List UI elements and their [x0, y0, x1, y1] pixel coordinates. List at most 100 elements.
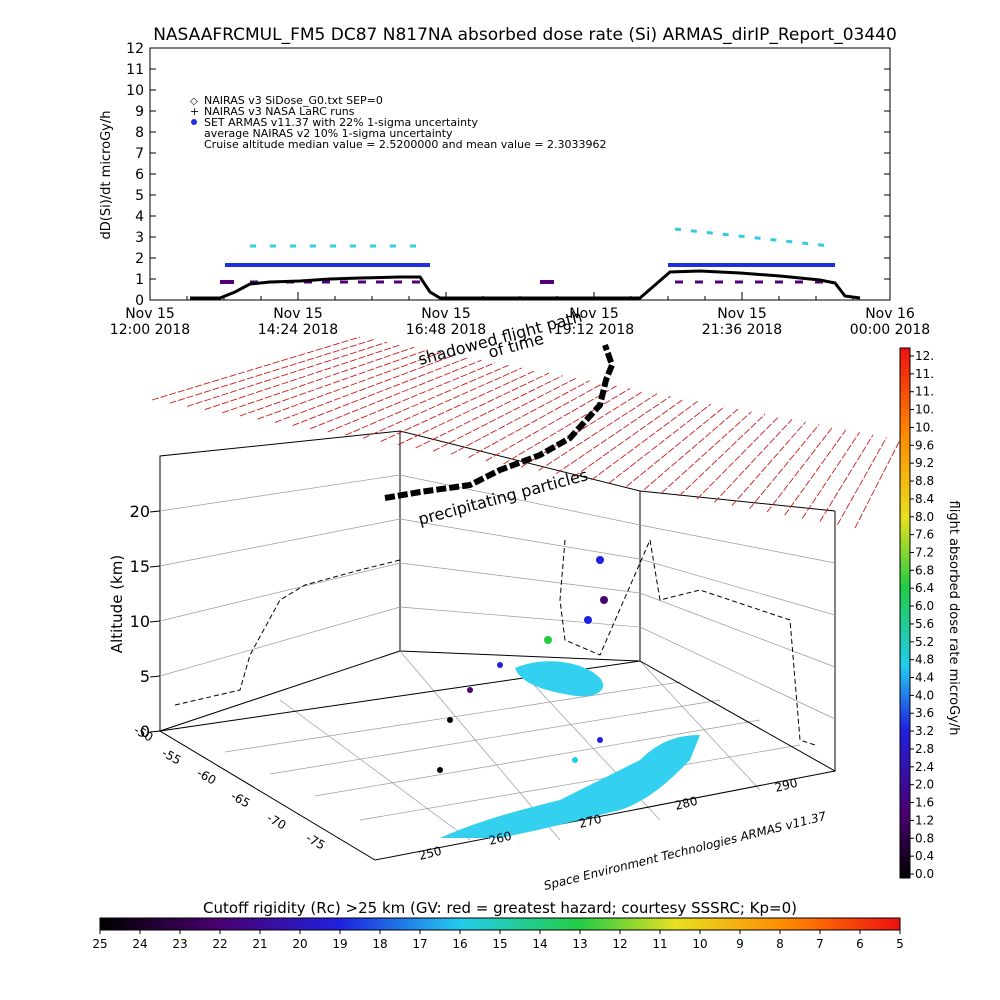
red-grid-line — [380, 370, 536, 443]
ground-track-footprint-2 — [515, 661, 604, 697]
cutoff-colorbar-tick-label: 9 — [736, 937, 744, 951]
latitude-tick-label: -65 — [229, 789, 253, 811]
dose-colorbar-tick-label: 6.8 — [915, 563, 934, 577]
ts-x-tick-label-1: Nov 15 — [421, 306, 471, 322]
dose-colorbar-tick-label: 1.6 — [915, 796, 934, 810]
red-grid-line — [222, 346, 415, 414]
altitude-tick — [149, 675, 161, 678]
dose-colorbar-tick-label: 0.4 — [915, 849, 934, 863]
cutoff-colorbar-tick-label: 12 — [612, 937, 627, 951]
cutoff-colorbar-tick-label: 14 — [532, 937, 547, 951]
ts-x-tick-label-1: Nov 15 — [569, 306, 619, 322]
dose-colorbar-ticks: 12. 11. 11. 10. 10. 9.6 9.2 8.8 8.4 8.0 7.6 7.2 6.8 6… — [910, 349, 934, 881]
altitude-tick — [149, 565, 161, 568]
ts-data-marks — [190, 227, 861, 300]
dose-colorbar-tick-label: 7.6 — [915, 528, 934, 542]
red-grid-line — [696, 416, 779, 500]
dose-colorbar-tick-label: 8.8 — [915, 474, 934, 488]
legend-symbol-dot — [191, 119, 197, 125]
chart-title: NASAAFRCMUL_FM5 DC87 N817NA absorbed dos… — [153, 25, 897, 45]
dose-colorbar-tick-label: 2.8 — [915, 742, 934, 756]
red-grid-line — [784, 429, 847, 516]
ts-y-tick-label: 1 — [135, 272, 144, 288]
ts-y-tick-label: 0 — [135, 293, 144, 309]
cutoff-colorbar-tick-label: 25 — [92, 937, 107, 951]
red-grid-line — [310, 359, 482, 430]
ts-y-tick-label: 11 — [126, 62, 144, 78]
cutoff-colorbar-tick-label: 11 — [652, 937, 667, 951]
red-grid-line — [714, 419, 793, 503]
red-grid-line — [274, 354, 455, 423]
ts-y-tick-label: 8 — [135, 125, 144, 141]
dose-colorbar-tick-label: 9.2 — [915, 456, 934, 470]
red-grid-line — [187, 341, 388, 407]
red-grid-line — [801, 432, 860, 519]
cutoff-colorbar-tick-label: 22 — [212, 937, 227, 951]
dose-colorbar-tick-label: 3.2 — [915, 724, 934, 738]
red-grid-line — [432, 377, 577, 452]
ts-y-tick-label: 6 — [135, 167, 144, 183]
red-grid-line — [292, 357, 469, 427]
red-grid-line — [573, 398, 685, 478]
armas-upper-line-2 — [674, 227, 831, 248]
altitude-axis: 0 5 10 15 20 — [130, 502, 161, 741]
ts-y-tick-label: 7 — [135, 146, 144, 162]
longitude-tick-label: 250 — [417, 844, 443, 863]
back-wall-left — [159, 430, 401, 732]
red-grid-line — [661, 411, 752, 494]
red-grid-line — [204, 344, 401, 411]
dose-colorbar-tick-label: 10. — [915, 403, 934, 417]
dose-colorbar-tick-label: 6.0 — [915, 599, 934, 613]
red-grid-line — [503, 388, 631, 465]
altitude-axis-label: Altitude (km) — [108, 555, 126, 653]
dose-colorbar-tick-label: 11. — [915, 385, 934, 399]
ts-x-tick-label-2: 14:24 2018 — [258, 322, 338, 338]
altitude-tick — [149, 510, 161, 513]
cutoff-colorbar-tick-label: 6 — [856, 937, 864, 951]
altitude-tick-label: 0 — [140, 722, 150, 741]
legend-entry-4: Cruise altitude median value = 2.5200000… — [204, 138, 607, 151]
altitude-tick-label: 10 — [130, 612, 150, 631]
dose-colorbar-tick-label: 11. — [915, 367, 934, 381]
cutoff-colorbar-tick-label: 5 — [896, 937, 904, 951]
latitude-tick-label: -55 — [160, 746, 184, 768]
ts-x-tick-label-1: Nov 15 — [717, 306, 767, 322]
floor-frame — [158, 660, 837, 861]
red-grid-line — [643, 408, 739, 490]
dose-colorbar-tick-label: 3.6 — [915, 706, 934, 720]
red-grid-line — [608, 403, 712, 484]
legend-entry-1: NAIRAS v3 NASA LaRC runs — [204, 105, 355, 118]
dose-colorbar-label: flight absorbed dose rate microGy/h — [946, 501, 961, 736]
cutoff-colorbar-tick-label: 7 — [816, 937, 824, 951]
shadow-path-right — [559, 538, 816, 746]
dose-colorbar-tick-label: 4.0 — [915, 688, 934, 702]
latitude-tick-label: -75 — [304, 831, 328, 853]
red-grid-line — [819, 434, 874, 522]
dose-colorbar-tick-label: 2.4 — [915, 760, 934, 774]
altitude-tick-label: 15 — [130, 557, 150, 576]
red-grid-line — [362, 367, 523, 439]
cutoff-colorbar: Cutoff rigidity (Rc) >25 km (GV: red = g… — [92, 899, 903, 951]
cutoff-colorbar-tick-label: 17 — [412, 937, 427, 951]
longitude-tick-label: 280 — [673, 794, 699, 813]
red-grid-line — [626, 406, 725, 487]
ts-x-tick-label-2: 12:00 2018 — [110, 322, 190, 338]
wall-grid — [159, 474, 836, 720]
longitude-axis: 250 260 270 280 290 — [417, 776, 799, 863]
red-grid-line — [731, 421, 806, 506]
red-grid-line — [345, 364, 509, 436]
ts-x-tick-label-2: 21:36 2018 — [702, 322, 782, 338]
altitude-tick — [149, 730, 161, 733]
legend-entry-2: SET ARMAS v11.37 with 22% 1-sigma uncert… — [204, 116, 478, 129]
dose-colorbar-tick-label: 0.0 — [915, 867, 934, 881]
ts-x-tick-label-1: Nov 15 — [273, 306, 323, 322]
cutoff-colorbar-title: Cutoff rigidity (Rc) >25 km (GV: red = g… — [203, 899, 797, 917]
latitude-tick-label: -70 — [265, 811, 289, 833]
ts-y-axis-label: dD(Si)/dt microGy/h — [99, 111, 114, 240]
dose-colorbar-tick-label: 8.0 — [915, 510, 934, 524]
ts-x-tick-label-1: Nov 16 — [865, 306, 915, 322]
altitude-tick — [149, 620, 161, 623]
